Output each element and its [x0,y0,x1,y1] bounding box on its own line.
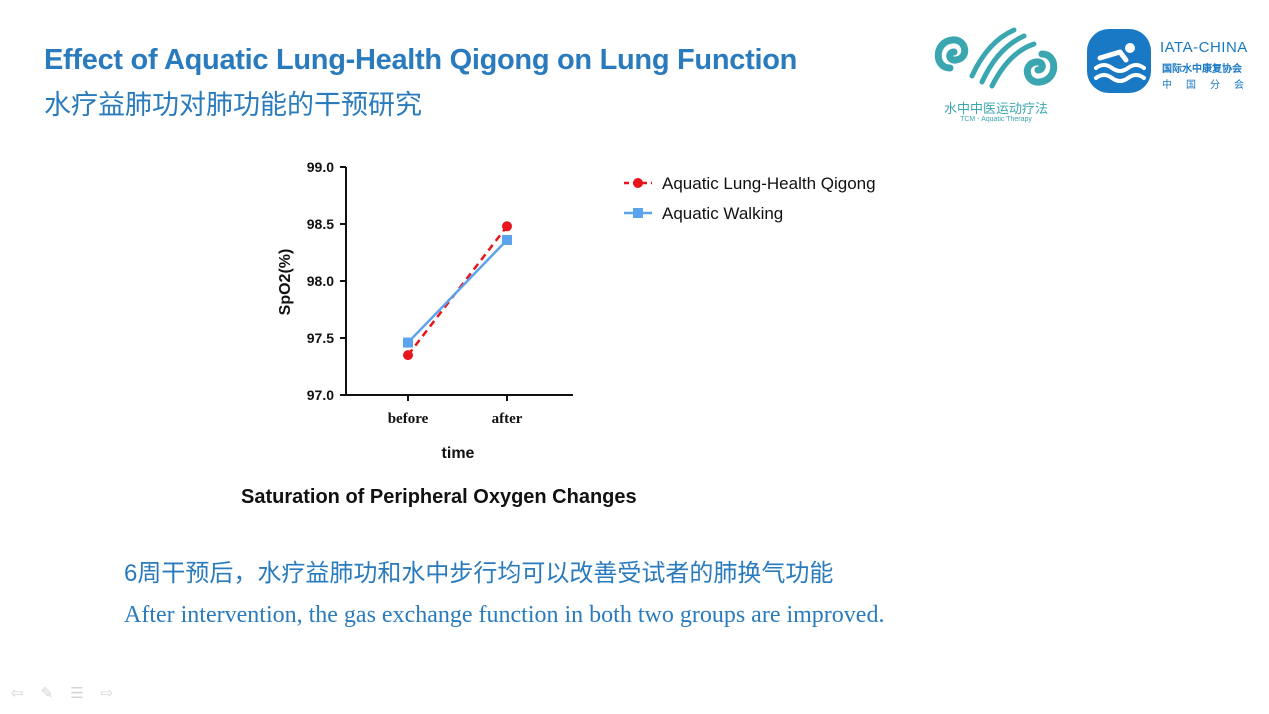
series-line-aquatic-walking [407,239,508,344]
x-tick-label: before [388,411,429,427]
data-point-aquatic-lung-health-qigong [403,350,413,361]
chart-series [403,221,512,361]
menu-icon[interactable]: ☰ [70,685,84,702]
iata-logo-name-zh: 国际水中康复协会 [1162,64,1242,75]
legend-label: Aquatic Lung-Health Qigong [662,174,876,193]
iata-china-logo: IATA-CHINA 国际水中康复协会 中国分会 [1086,28,1266,98]
slide-title-zh: 水疗益肺功对肺功能的干预研究 [44,90,422,120]
slide-title-en: Effect of Aquatic Lung-Health Qigong on … [44,44,798,76]
x-axis-title: time [442,445,475,462]
tcm-logo-name-en: TCM - Aquatic Therapy [960,116,1032,123]
iata-logo-branch-zh: 中国分会 [1162,80,1258,91]
y-tick-label: 97.0 [307,387,334,403]
chart-y-ticks: 97.0 97.5 98.0 98.5 99.0 [307,159,346,403]
legend-label: Aquatic Walking [662,204,783,223]
chart-x-ticks: before after [388,395,523,427]
iata-logo-name: IATA-CHINA [1160,39,1248,56]
chart-caption: Saturation of Peripheral Oxygen Changes [241,486,637,508]
y-axis-title: SpO2(%) [277,249,294,316]
data-point-aquatic-walking [502,234,512,245]
y-tick-label: 98.5 [307,216,334,232]
arrow-right-icon[interactable]: ⇨ [100,685,114,702]
legend-marker [633,208,643,218]
pen-icon[interactable]: ✎ [40,685,54,702]
data-point-aquatic-lung-health-qigong [502,221,512,232]
conclusion-text-en: After intervention, the gas exchange fun… [124,602,885,628]
chart-axes [345,167,573,396]
series-line-aquatic-lung-health-qigong [407,225,508,356]
spo2-line-chart: 97.0 97.5 98.0 98.5 99.0 before after Aquatic… [277,159,876,462]
data-point-aquatic-walking [403,337,413,348]
conclusion-text-zh: 6周干预后，水疗益肺功和水中步行均可以改善受试者的肺换气功能 [124,560,834,587]
y-tick-label: 97.5 [307,330,334,346]
tcm-logo-name-zh: 水中中医运动疗法 [943,101,1048,116]
chart-legend: Aquatic Lung-Health Qigong Aquatic Walkin… [624,174,876,223]
swimmer-icon [1087,29,1151,93]
y-tick-label: 99.0 [307,159,334,175]
tcm-aquatic-therapy-logo: 水中中医运动疗法 TCM - Aquatic Therapy [930,24,1070,128]
arrow-left-icon[interactable]: ⇦ [10,685,24,702]
tcm-wave-icon [934,27,1058,89]
legend-marker [633,178,643,188]
y-tick-label: 98.0 [307,273,334,289]
x-tick-label: after [492,411,523,427]
slideshow-nav: ⇦ ✎ ☰ ⇨ [8,686,116,702]
